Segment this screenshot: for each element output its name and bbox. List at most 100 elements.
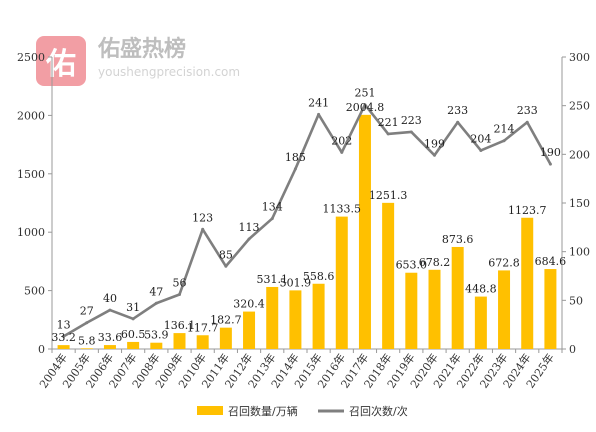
line-point xyxy=(386,132,390,136)
bar xyxy=(150,342,163,349)
bar xyxy=(219,327,232,349)
bar xyxy=(382,202,395,349)
bar-data-label: 33.6 xyxy=(98,331,123,344)
line-point xyxy=(178,292,181,296)
line-data-label: 56 xyxy=(173,276,187,289)
line-data-label: 251 xyxy=(354,87,375,100)
line-series xyxy=(62,103,552,338)
line-point xyxy=(456,120,460,124)
line-data-label: 85 xyxy=(219,248,233,261)
legend-label-line: 召回次数/次 xyxy=(349,404,408,418)
line-data-label: 47 xyxy=(149,285,163,298)
bar-data-label: 448.8 xyxy=(465,283,497,296)
y-right-tick-label: 300 xyxy=(569,51,590,64)
line-data-label: 31 xyxy=(126,301,140,314)
bar xyxy=(173,333,186,349)
y-right-tick-label: 100 xyxy=(569,246,590,259)
bar xyxy=(266,286,279,349)
line-data-label: 13 xyxy=(57,318,71,331)
bar xyxy=(196,335,209,349)
line-data-label: 40 xyxy=(103,292,117,305)
bar-data-label: 5.8 xyxy=(78,334,96,347)
line-point xyxy=(154,301,158,305)
line-point xyxy=(502,139,506,143)
y-right-tick-label: 50 xyxy=(569,294,583,307)
bar xyxy=(80,348,93,349)
line-point xyxy=(525,120,529,124)
y-right-tick-label: 200 xyxy=(569,148,590,161)
line-point xyxy=(62,334,66,338)
bar-data-label: 1133.5 xyxy=(323,203,362,216)
bar xyxy=(358,114,371,350)
y-left-tick-label: 0 xyxy=(38,343,45,356)
y-left-tick-label: 2500 xyxy=(17,51,45,64)
bar xyxy=(544,269,557,349)
line-point xyxy=(409,130,413,134)
line-data-label: 113 xyxy=(239,221,260,234)
watermark: 佑 佑盛热榜 youshengprecision.com xyxy=(36,36,240,86)
line-point xyxy=(224,264,228,268)
bar-data-label: 1251.3 xyxy=(369,189,408,202)
bar-data-label: 117.7 xyxy=(187,321,219,334)
line-point xyxy=(85,321,89,325)
bar xyxy=(451,246,464,349)
bar xyxy=(57,345,70,349)
watermark-name: 佑盛热榜 xyxy=(98,37,187,62)
bar-data-label: 60.5 xyxy=(121,328,146,341)
y-right-tick-label: 250 xyxy=(569,100,590,113)
line-point xyxy=(433,153,436,157)
line-point xyxy=(247,237,251,241)
line-series-path xyxy=(62,103,552,338)
bar xyxy=(521,217,534,349)
bar-data-label: 873.6 xyxy=(442,233,474,246)
line-data-label: 223 xyxy=(401,114,422,127)
line-point xyxy=(479,148,483,152)
line-data-label: 204 xyxy=(470,132,491,145)
legend-label-bar: 召回数量/万辆 xyxy=(228,404,298,418)
bar-data-label: 2004.8 xyxy=(346,101,385,114)
bar xyxy=(243,311,256,349)
bar xyxy=(405,272,418,349)
line-data-label: 27 xyxy=(80,305,94,318)
bar-data-label: 53.9 xyxy=(144,329,169,342)
line-data-label: 241 xyxy=(308,96,329,109)
bar xyxy=(335,216,348,349)
bar-data-label: 501.9 xyxy=(280,276,312,289)
y-right-tick-label: 150 xyxy=(569,197,590,210)
bar-data-label: 558.6 xyxy=(303,270,335,283)
y-left-tick-label: 500 xyxy=(24,285,45,298)
line-point xyxy=(363,103,367,107)
line-point xyxy=(317,112,321,116)
watermark-url: youshengprecision.com xyxy=(98,65,241,79)
line-data-label: 214 xyxy=(494,123,515,136)
line-data-label: 190 xyxy=(540,146,561,159)
line-point xyxy=(548,162,552,166)
bar-data-label: 33.2 xyxy=(51,331,76,344)
bar xyxy=(289,290,302,349)
bar-data-label: 678.2 xyxy=(419,256,451,269)
bar xyxy=(312,283,325,349)
bar xyxy=(127,341,140,349)
y-left-tick-label: 1500 xyxy=(17,168,45,181)
bar xyxy=(103,345,116,349)
y-left-tick-label: 1000 xyxy=(17,226,45,239)
line-data-label: 185 xyxy=(285,151,306,164)
line-point xyxy=(108,308,112,312)
chart-legend: 召回数量/万辆 召回次数/次 xyxy=(197,404,408,418)
line-data-label: 202 xyxy=(331,134,352,147)
watermark-text: 佑盛热榜 youshengprecision.com xyxy=(98,36,240,80)
line-point xyxy=(131,317,135,321)
y-right-tick-label: 0 xyxy=(569,343,576,356)
line-point xyxy=(340,150,344,154)
line-data-label: 221 xyxy=(378,116,399,129)
line-data-label: 233 xyxy=(447,104,468,117)
bar xyxy=(474,296,487,349)
line-data-label: 199 xyxy=(424,137,445,150)
bar-data-label: 182.7 xyxy=(210,314,242,327)
bar-data-label: 531.1 xyxy=(256,273,288,286)
bar-data-label: 136.1 xyxy=(164,319,196,332)
bar-data-label: 653.0 xyxy=(396,259,428,272)
